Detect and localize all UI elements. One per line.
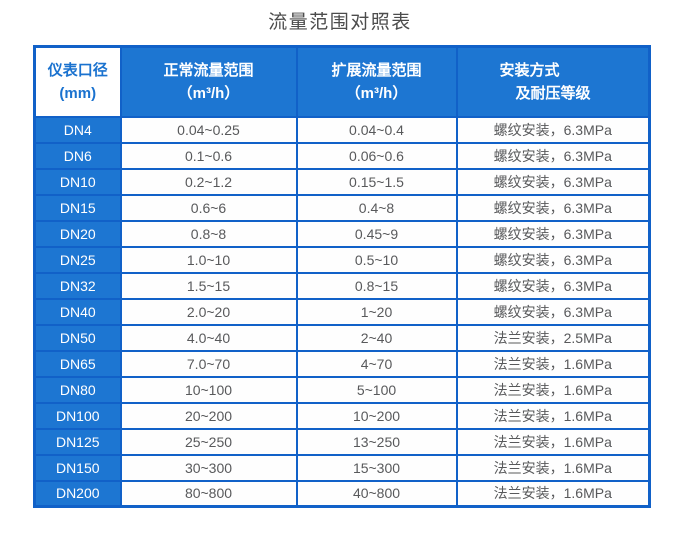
cell-diameter: DN200: [33, 479, 122, 508]
cell-normal-range: 0.04~0.25: [119, 115, 298, 144]
table-row: DN32 1.5~15 0.8~15 螺纹安装，6.3MPa: [33, 271, 651, 300]
page-title: 流量范围对照表: [268, 12, 412, 33]
table-row: DN200 80~800 40~800 法兰安装，1.6MPa: [33, 479, 651, 508]
cell-diameter: DN40: [33, 297, 122, 326]
cell-install: 螺纹安装，6.3MPa: [455, 219, 651, 248]
table-row: DN150 30~300 15~300 法兰安装，1.6MPa: [33, 453, 651, 482]
cell-extended-range: 4~70: [295, 349, 458, 378]
cell-extended-range: 0.5~10: [295, 245, 458, 274]
cell-extended-range: 0.06~0.6: [295, 141, 458, 170]
table-row: DN125 25~250 13~250 法兰安装，1.6MPa: [33, 427, 651, 456]
cell-extended-range: 5~100: [295, 375, 458, 404]
cell-extended-range: 0.8~15: [295, 271, 458, 300]
cell-install: 螺纹安装，6.3MPa: [455, 193, 651, 222]
header-diameter-unit: (mm): [59, 84, 97, 102]
cell-install: 螺纹安装，6.3MPa: [455, 297, 651, 326]
cell-normal-range: 4.0~40: [119, 323, 298, 352]
cell-extended-range: 0.45~9: [295, 219, 458, 248]
header-normal-label: 正常流量范围: [163, 61, 254, 79]
flow-range-table: 仪表口径 (mm) 正常流量范围 （m³/h） 扩展流量范围 （m³/h） 安装…: [33, 45, 651, 508]
cell-install: 法兰安装，1.6MPa: [455, 401, 651, 430]
table-row: DN65 7.0~70 4~70 法兰安装，1.6MPa: [33, 349, 651, 378]
table-body: DN4 0.04~0.25 0.04~0.4 螺纹安装，6.3MPa DN6 0.1~0.…: [33, 115, 651, 508]
cell-extended-range: 0.15~1.5: [295, 167, 458, 196]
cell-install: 螺纹安装，6.3MPa: [455, 271, 651, 300]
cell-normal-range: 0.1~0.6: [119, 141, 298, 170]
cell-install: 螺纹安装，6.3MPa: [455, 141, 651, 170]
cell-normal-range: 1.5~15: [119, 271, 298, 300]
cell-install: 法兰安装，1.6MPa: [455, 453, 651, 482]
cell-install: 法兰安装，1.6MPa: [455, 427, 651, 456]
cell-diameter: DN125: [33, 427, 122, 456]
header-extended-label: 扩展流量范围: [331, 61, 422, 79]
table-row: DN50 4.0~40 2~40 法兰安装，2.5MPa: [33, 323, 651, 352]
cell-install: 法兰安装，1.6MPa: [455, 479, 651, 508]
header-install-line2: 及耐压等级: [515, 84, 591, 102]
cell-normal-range: 20~200: [119, 401, 298, 430]
cell-normal-range: 80~800: [119, 479, 298, 508]
header-diameter-label: 仪表口径: [47, 61, 108, 79]
cell-extended-range: 0.4~8: [295, 193, 458, 222]
header-install: 安装方式 及耐压等级: [455, 45, 651, 118]
header-row: 仪表口径 (mm) 正常流量范围 （m³/h） 扩展流量范围 （m³/h） 安装…: [33, 45, 651, 118]
cell-diameter: DN100: [33, 401, 122, 430]
table-header: 仪表口径 (mm) 正常流量范围 （m³/h） 扩展流量范围 （m³/h） 安装…: [33, 45, 651, 118]
cell-normal-range: 0.2~1.2: [119, 167, 298, 196]
table-row: DN100 20~200 10~200 法兰安装，1.6MPa: [33, 401, 651, 430]
table-row: DN20 0.8~8 0.45~9 螺纹安装，6.3MPa: [33, 219, 651, 248]
cell-diameter: DN32: [33, 271, 122, 300]
cell-extended-range: 13~250: [295, 427, 458, 456]
cell-install: 法兰安装，2.5MPa: [455, 323, 651, 352]
cell-normal-range: 25~250: [119, 427, 298, 456]
cell-diameter: DN10: [33, 167, 122, 196]
cell-install: 螺纹安装，6.3MPa: [455, 115, 651, 144]
cell-install: 螺纹安装，6.3MPa: [455, 245, 651, 274]
cell-extended-range: 15~300: [295, 453, 458, 482]
cell-extended-range: 1~20: [295, 297, 458, 326]
header-extended-unit: （m³/h）: [345, 84, 408, 102]
cell-extended-range: 10~200: [295, 401, 458, 430]
cell-diameter: DN50: [33, 323, 122, 352]
header-diameter: 仪表口径 (mm): [33, 45, 122, 118]
cell-install: 法兰安装，1.6MPa: [455, 349, 651, 378]
cell-diameter: DN6: [33, 141, 122, 170]
cell-diameter: DN25: [33, 245, 122, 274]
table-row: DN25 1.0~10 0.5~10 螺纹安装，6.3MPa: [33, 245, 651, 274]
table-row: DN10 0.2~1.2 0.15~1.5 螺纹安装，6.3MPa: [33, 167, 651, 196]
cell-normal-range: 2.0~20: [119, 297, 298, 326]
cell-extended-range: 0.04~0.4: [295, 115, 458, 144]
header-normal-unit: （m³/h）: [177, 84, 240, 102]
cell-normal-range: 0.6~6: [119, 193, 298, 222]
cell-diameter: DN150: [33, 453, 122, 482]
table-row: DN15 0.6~6 0.4~8 螺纹安装，6.3MPa: [33, 193, 651, 222]
cell-diameter: DN4: [33, 115, 122, 144]
cell-normal-range: 7.0~70: [119, 349, 298, 378]
cell-normal-range: 10~100: [119, 375, 298, 404]
table-row: DN80 10~100 5~100 法兰安装，1.6MPa: [33, 375, 651, 404]
cell-diameter: DN20: [33, 219, 122, 248]
header-extended-range: 扩展流量范围 （m³/h）: [295, 45, 458, 118]
cell-normal-range: 30~300: [119, 453, 298, 482]
cell-normal-range: 0.8~8: [119, 219, 298, 248]
cell-diameter: DN80: [33, 375, 122, 404]
cell-diameter: DN65: [33, 349, 122, 378]
table-row: DN4 0.04~0.25 0.04~0.4 螺纹安装，6.3MPa: [33, 115, 651, 144]
cell-install: 法兰安装，1.6MPa: [455, 375, 651, 404]
cell-extended-range: 2~40: [295, 323, 458, 352]
cell-extended-range: 40~800: [295, 479, 458, 508]
table-row: DN6 0.1~0.6 0.06~0.6 螺纹安装，6.3MPa: [33, 141, 651, 170]
table-row: DN40 2.0~20 1~20 螺纹安装，6.3MPa: [33, 297, 651, 326]
header-install-line1: 安装方式: [499, 61, 560, 79]
cell-install: 螺纹安装，6.3MPa: [455, 167, 651, 196]
cell-diameter: DN15: [33, 193, 122, 222]
cell-normal-range: 1.0~10: [119, 245, 298, 274]
header-normal-range: 正常流量范围 （m³/h）: [119, 45, 298, 118]
